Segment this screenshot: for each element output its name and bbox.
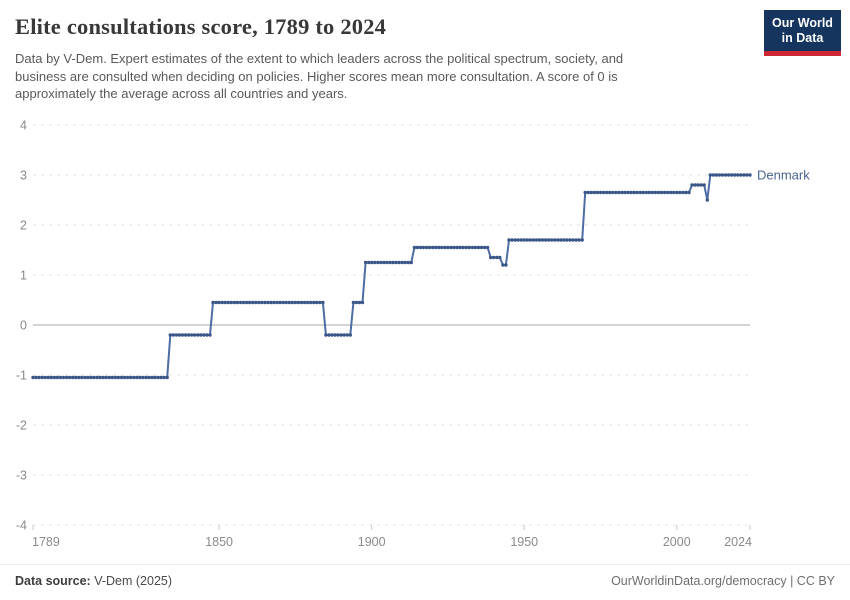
y-axis-tick-label: 3 bbox=[20, 168, 27, 182]
y-axis-tick-label: -3 bbox=[16, 468, 27, 482]
subtitle-line: business are consulted when deciding on … bbox=[15, 68, 618, 84]
x-axis-tick-label: 1850 bbox=[205, 535, 233, 549]
x-axis-tick-label: 1900 bbox=[358, 535, 386, 549]
subtitle-line: Data by V-Dem. Expert estimates of the e… bbox=[15, 51, 624, 66]
subtitle-line: approximately the average across all cou… bbox=[15, 86, 348, 102]
line-chart: 4 3 2 1 0 -1 -2 -3 -4 1789 1850 1900 1950 2000 2024 Den… bbox=[16, 118, 810, 549]
page-title: Elite consultations score, 1789 to 2024 bbox=[15, 14, 387, 39]
owid-logo: Our World in Data bbox=[764, 10, 841, 56]
x-axis-tick-label: 1789 bbox=[32, 535, 60, 549]
owid-logo-line2: in Data bbox=[781, 30, 824, 45]
y-axis-tick-label: 4 bbox=[20, 118, 27, 132]
y-axis-tick-label: -1 bbox=[16, 368, 27, 382]
data-source-value: V-Dem (2025) bbox=[94, 574, 173, 588]
denmark-line-markers bbox=[31, 173, 752, 379]
owid-logo-line1: Our World bbox=[772, 15, 833, 30]
x-axis-tick-label: 2000 bbox=[663, 535, 691, 549]
y-axis-tick-label: -2 bbox=[16, 418, 27, 432]
data-source-label: Data source: bbox=[15, 574, 91, 588]
x-axis-tick-label: 1950 bbox=[510, 535, 538, 549]
y-axis-tick-label: 2 bbox=[20, 218, 27, 232]
chart-footer: Data source: V-Dem (2025) OurWorldinData… bbox=[0, 564, 850, 600]
data-source: Data source: V-Dem (2025) bbox=[15, 574, 172, 588]
entity-label-denmark[interactable]: Denmark bbox=[757, 167, 810, 182]
denmark-line bbox=[33, 173, 750, 379]
x-axis-tick-label: 2024 bbox=[724, 535, 752, 549]
y-axis-tick-label: 1 bbox=[20, 268, 27, 282]
y-axis-tick-label: 0 bbox=[20, 318, 27, 332]
chart-header: Elite consultations score, 1789 to 2024 … bbox=[0, 0, 850, 103]
y-axis-tick-label: -4 bbox=[16, 518, 27, 532]
chart-subtitle: Data by V-Dem. Expert estimates of the e… bbox=[15, 50, 750, 103]
plot-area: 4 3 2 1 0 -1 -2 -3 -4 1789 1850 1900 1950 2000 2024 Den… bbox=[0, 106, 850, 556]
credit-link[interactable]: OurWorldinData.org/democracy | CC BY bbox=[611, 574, 835, 588]
